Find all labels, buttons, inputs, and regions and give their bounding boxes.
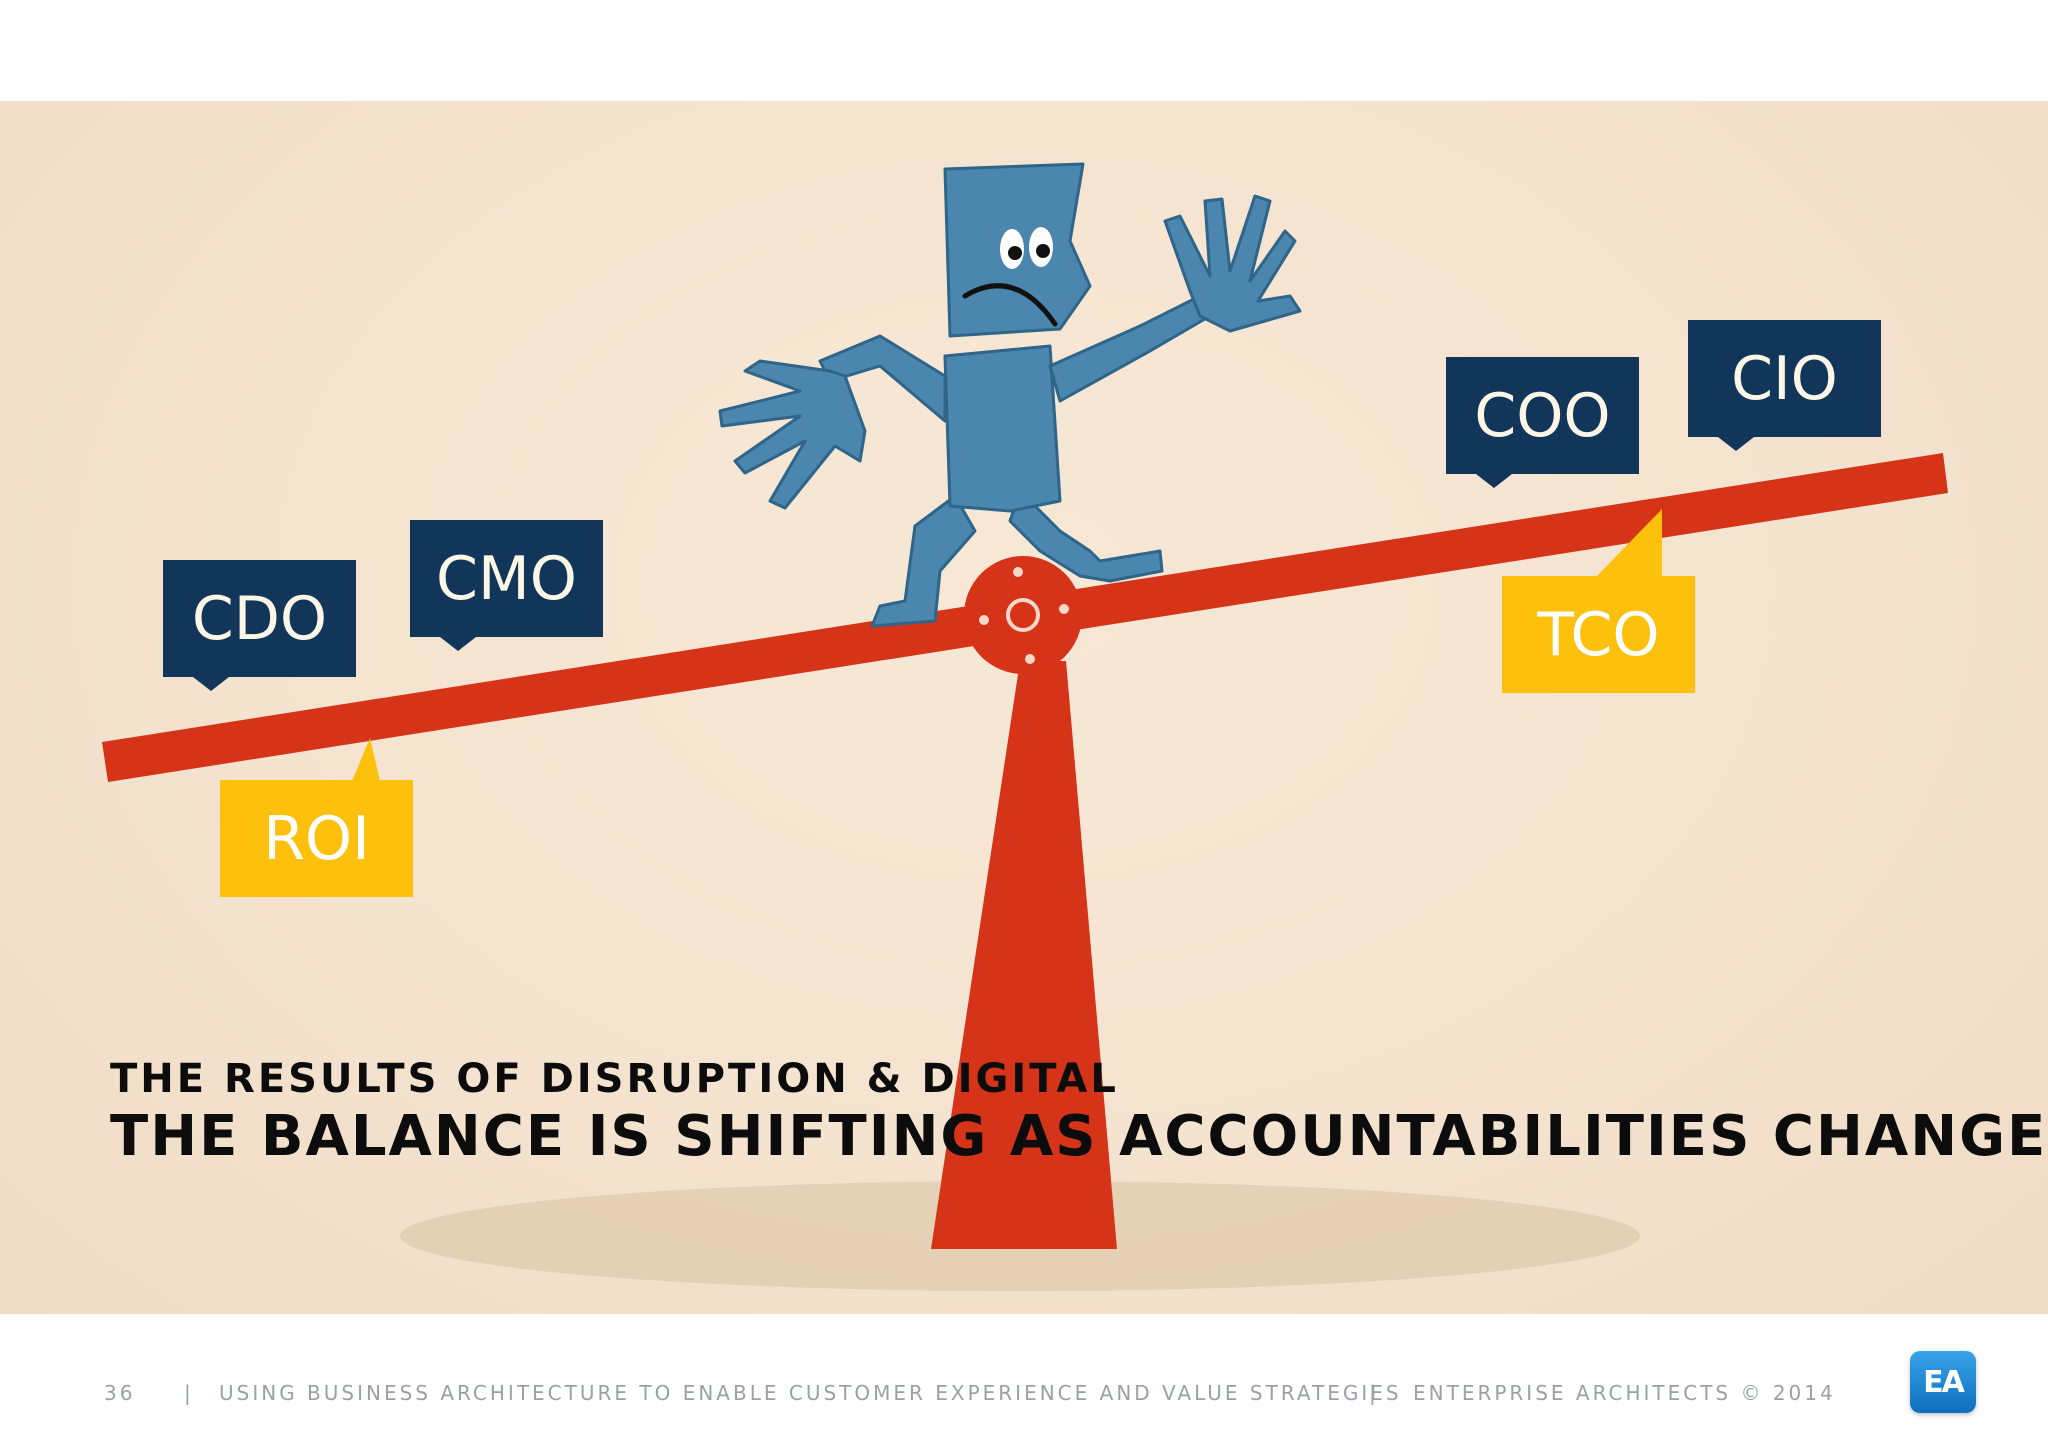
roi-pointer [352,738,380,781]
seesaw-stand [931,661,1117,1249]
hub-bolt [1013,567,1023,577]
footer-separator: | [1369,1381,1379,1405]
tag-roi-label: ROI [263,803,370,874]
tag-cio-label: CIO [1731,343,1838,414]
copyright: ENTERPRISE ARCHITECTS © 2014 [1413,1381,1836,1405]
top-bar [0,0,2048,101]
presentation-title: USING BUSINESS ARCHITECTURE TO ENABLE CU… [219,1381,1402,1405]
tag-cdo-label: CDO [191,583,328,654]
page-number: 36 [104,1381,136,1405]
tco-pointer [1596,509,1662,577]
frown [962,283,1058,327]
hero-illustration: CDO CMO COO CIO ROI TCO [0,101,2048,1314]
seesaw-illustration [102,162,1948,1291]
footer-separator: | [184,1381,194,1405]
worried-person-illustration [718,162,1302,628]
hub-bolt [1059,604,1069,614]
hub-ring [1006,598,1040,632]
right-pupil [1036,244,1050,258]
tag-cio: CIO [1688,320,1881,451]
tag-roi: ROI [220,780,413,897]
hub-bolt [1025,654,1035,664]
tag-cmo: CMO [410,520,603,651]
title-block: THE RESULTS OF DISRUPTION & DIGITAL THE … [110,1056,2048,1170]
tag-tco: TCO [1502,576,1695,693]
ea-logo: EA [1910,1351,1976,1413]
hub-bolt [979,615,989,625]
tag-coo-label: COO [1474,380,1611,451]
slide-title: THE BALANCE IS SHIFTING AS ACCOUNTABILIT… [110,1104,2048,1169]
slide-kicker: THE RESULTS OF DISRUPTION & DIGITAL [110,1056,1119,1102]
footer [0,1314,2048,1448]
left-pupil [1008,246,1022,260]
tag-cdo: CDO [163,560,356,691]
tag-tco-label: TCO [1537,599,1660,670]
seesaw-hub [964,556,1082,674]
logo-text: EA [1923,1364,1965,1400]
tag-coo: COO [1446,357,1639,488]
tag-cmo-label: CMO [436,543,577,614]
